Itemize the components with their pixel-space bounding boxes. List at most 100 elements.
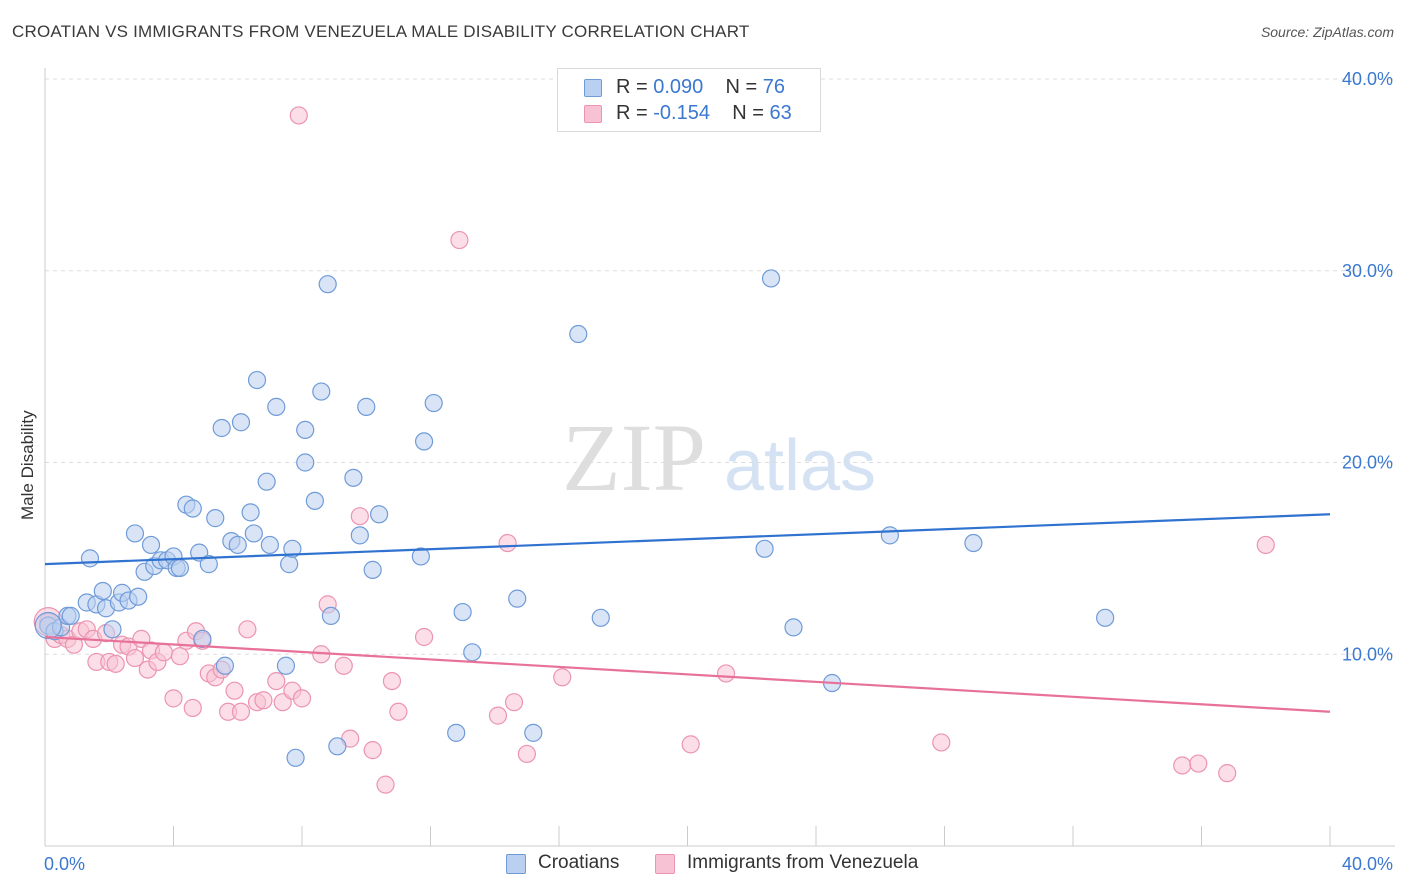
croatian-point	[318, 275, 337, 294]
venezuela-point	[334, 656, 353, 675]
croatian-point	[141, 535, 161, 555]
legend-r-label: R =	[616, 76, 648, 98]
croatian-point	[880, 526, 899, 545]
venezuela-point	[389, 702, 408, 721]
venezuela-point	[267, 671, 286, 691]
croatian-point	[61, 606, 80, 626]
venezuela-point	[363, 741, 382, 760]
croatian-point	[312, 382, 331, 401]
croatian-point	[241, 503, 260, 522]
venezuela-point	[376, 775, 395, 794]
legend-r-value: 0.090	[653, 76, 704, 98]
croatian-point	[370, 505, 389, 524]
legend-swatch-pink	[655, 854, 675, 874]
venezuela-point	[254, 691, 273, 710]
croatian-point	[357, 397, 376, 416]
croatian-point	[280, 555, 299, 574]
croatian-point	[212, 418, 231, 438]
croatian-point	[283, 539, 302, 558]
y-axis-label: Male Disability	[18, 410, 37, 520]
venezuela-point	[450, 230, 469, 250]
croatian-point	[247, 370, 267, 390]
venezuela-point	[488, 706, 508, 725]
legend-label-venezuela: Immigrants from Venezuela	[687, 852, 919, 873]
source-label: Source: ZipAtlas.com	[1260, 24, 1394, 40]
croatian-points	[34, 269, 1115, 767]
croatian-point	[350, 526, 369, 545]
croatian-point	[755, 539, 774, 558]
venezuela-point	[1189, 754, 1208, 773]
venezuela-point	[292, 689, 312, 708]
croatian-point	[328, 737, 347, 756]
legend-n-value: 63	[769, 102, 792, 124]
croatian-point	[286, 748, 305, 767]
croatian-point	[508, 589, 527, 608]
venezuela-point	[681, 735, 700, 754]
venezuela-point	[183, 698, 202, 718]
croatian-point	[569, 324, 588, 344]
venezuela-point	[504, 693, 524, 712]
venezuela-point	[350, 507, 369, 526]
croatian-point	[463, 643, 482, 662]
croatian-point	[260, 535, 279, 555]
croatian-point	[453, 602, 472, 622]
venezuela-point	[414, 627, 434, 647]
croatian-point	[424, 393, 443, 413]
croatian-point	[199, 555, 218, 574]
venezuela-point	[1218, 764, 1237, 783]
croatian-point	[276, 656, 296, 675]
x-tick-labels: 0.0% 40.0%	[44, 854, 1393, 874]
croatian-point	[170, 558, 190, 578]
stats-legend: R = 0.090 N = 76 R = -0.154 N = 63	[557, 68, 821, 132]
venezuela-trend-line	[44, 635, 1331, 713]
venezuela-point	[716, 664, 736, 683]
y-tick-label: 40.0%	[1342, 69, 1393, 89]
croatian-point	[414, 432, 434, 451]
croatian-point	[215, 656, 234, 675]
croatian-point	[257, 472, 276, 491]
x-tick-label: 0.0%	[44, 854, 85, 874]
croatian-point	[296, 453, 315, 472]
legend-n-label: N =	[725, 76, 758, 98]
watermark-zip: ZIP	[562, 404, 706, 511]
venezuela-point	[106, 654, 125, 673]
croatian-point	[193, 629, 212, 649]
gridlines	[45, 78, 1395, 655]
croatian-trend-line	[44, 513, 1331, 566]
croatian-point	[296, 420, 315, 440]
croatian-point	[267, 397, 286, 416]
venezuela-point	[517, 744, 536, 764]
croatian-point	[129, 587, 148, 606]
y-tick-labels: 10.0% 20.0% 30.0% 40.0%	[1342, 69, 1393, 664]
x-tick-label: 40.0%	[1342, 854, 1393, 874]
croatian-point	[447, 723, 466, 742]
venezuela-point	[498, 533, 517, 553]
venezuela-point	[164, 689, 183, 708]
croatian-point	[964, 533, 983, 553]
watermark: ZIP atlas	[562, 404, 876, 511]
venezuela-point	[289, 106, 308, 125]
croatian-point	[1096, 608, 1115, 627]
y-tick-label: 30.0%	[1342, 261, 1393, 281]
croatian-point	[231, 413, 251, 432]
croatian-point	[228, 535, 247, 555]
croatian-point	[524, 723, 543, 742]
croatian-point	[344, 468, 363, 487]
venezuela-point	[553, 668, 572, 687]
venezuela-point	[231, 702, 251, 721]
croatian-point	[34, 611, 62, 640]
venezuela-point	[154, 643, 173, 662]
croatian-point	[761, 269, 781, 288]
legend-n-value: 76	[762, 76, 786, 98]
legend-label-croatians: Croatians	[538, 852, 620, 873]
y-tick-label: 10.0%	[1342, 644, 1393, 664]
legend-swatch-pink	[584, 105, 602, 123]
axes	[44, 68, 1395, 847]
venezuela-point	[382, 671, 402, 691]
venezuela-point	[932, 733, 951, 752]
croatian-point	[363, 560, 382, 579]
croatian-point	[80, 549, 100, 568]
legend-n-label: N =	[732, 102, 764, 124]
watermark-atlas: atlas	[724, 426, 876, 506]
